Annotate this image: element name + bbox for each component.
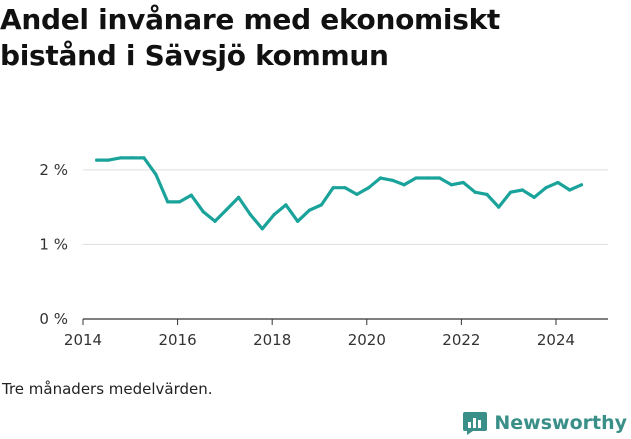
data-point: [426, 176, 430, 180]
data-point: [189, 193, 193, 197]
data-point: [355, 192, 359, 196]
x-tick-label: 2016: [159, 331, 197, 349]
y-tick-label: 1 %: [39, 235, 68, 253]
data-point: [461, 180, 465, 185]
x-tick-label: 2024: [537, 331, 575, 349]
newsworthy-logo-icon: [463, 412, 488, 435]
data-point: [225, 207, 229, 211]
x-tick-label: 2014: [64, 331, 102, 349]
data-point: [579, 183, 584, 187]
y-tick-label: 2 %: [39, 161, 68, 179]
x-tick-label: 2022: [442, 331, 480, 349]
data-point: [390, 178, 394, 182]
data-point: [497, 205, 501, 209]
y-axis-ticks: 0 % 1 % 2 %: [39, 161, 68, 328]
x-tick-label: 2018: [253, 331, 291, 349]
data-point: [154, 172, 158, 176]
data-point: [331, 186, 335, 190]
data-point: [201, 210, 205, 214]
data-point: [237, 195, 241, 199]
series-layer: [95, 156, 584, 231]
data-point: [402, 183, 406, 187]
chart-title: Andel invånare med ekonomiskt bistånd i …: [0, 3, 501, 72]
data-point: [343, 186, 347, 190]
data-point: [248, 213, 252, 217]
footnote: Tre månaders medelvärden.: [2, 380, 213, 398]
data-point: [520, 188, 525, 192]
x-tick-label: 2020: [348, 331, 386, 349]
brand-logo[interactable]: Newsworthy: [462, 407, 627, 439]
data-point: [509, 190, 513, 194]
data-point: [106, 158, 111, 162]
data-point: [130, 156, 134, 160]
data-point: [449, 183, 453, 187]
data-point: [118, 156, 122, 160]
data-point: [166, 200, 170, 204]
data-point: [556, 180, 560, 185]
data-point: [367, 186, 371, 190]
x-axis-ticks: 2014 2016 2018 2020 2022 2024: [64, 319, 575, 349]
data-point: [95, 158, 99, 162]
data-point: [296, 219, 300, 223]
data-point: [213, 219, 217, 223]
gridlines: [83, 169, 608, 320]
data-point: [272, 213, 276, 217]
data-point: [308, 208, 312, 212]
data-point: [438, 176, 442, 180]
data-point: [473, 190, 477, 194]
data-point: [414, 176, 418, 180]
data-point: [532, 195, 536, 199]
data-point: [177, 200, 182, 204]
y-tick-label: 0 %: [39, 310, 68, 328]
brand-name: Newsworthy: [494, 412, 627, 434]
data-point: [568, 188, 572, 192]
data-point: [319, 203, 323, 207]
data-point: [485, 192, 489, 196]
data-point: [378, 176, 383, 180]
data-point: [544, 186, 548, 190]
series-line: [95, 156, 584, 231]
data-point: [284, 203, 288, 207]
data-point: [142, 156, 146, 160]
data-point: [260, 227, 264, 231]
